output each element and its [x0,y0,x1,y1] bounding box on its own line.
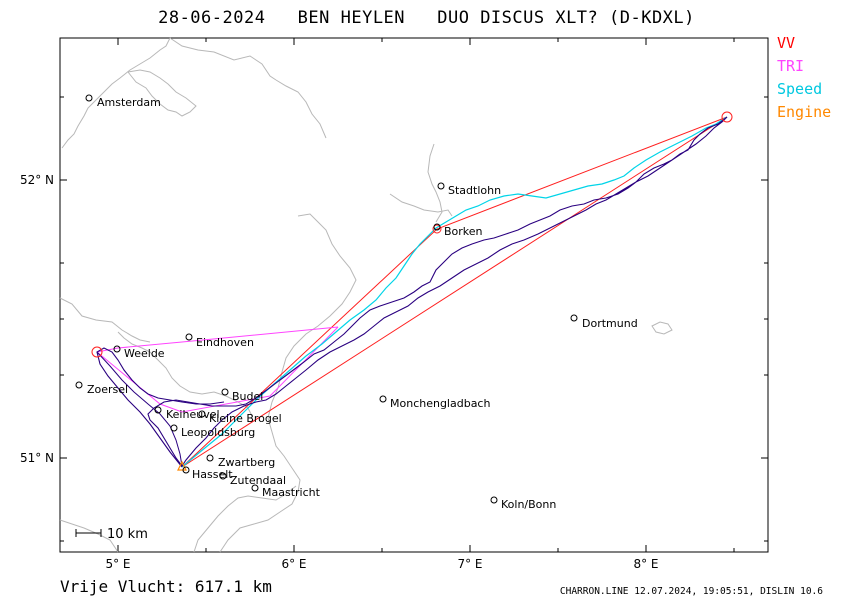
legend-engine: Engine [777,103,832,121]
lon-label-7: 7° E [457,557,482,571]
flight-track [147,116,728,467]
vv-task-triangle [181,116,728,468]
flight-date: 28-06-2024 [158,8,266,28]
city-monchengladbach: Monchengladbach [390,397,490,410]
map-frame [59,37,769,553]
scale-bar-label: 10 km [107,527,148,542]
turnpoint-borken-circle [432,224,442,234]
turnpoint-west-circle [91,346,103,358]
legend-tri: TRI [777,57,805,75]
scale-bar [75,529,102,537]
credit-line: CHARRON.LINE 12.07.2024, 19:05:51, DISLI… [559,586,823,597]
start-triangle-icon [177,460,187,471]
city-labels: Amsterdam Stadtlohn Borken Eindhoven Wee… [87,96,638,511]
distance-readout: Vrije Vlucht: 617.1 km [60,577,272,596]
distance-label: Vrije Vlucht: [60,577,186,596]
city-leopoldsburg: Leopoldsburg [181,426,255,439]
legend-vv: VV [777,34,796,52]
city-zoersel: Zoersel [87,383,128,396]
city-borken: Borken [444,225,483,238]
lon-label-6: 6° E [281,557,306,571]
city-amsterdam: Amsterdam [97,96,161,109]
city-stadtlohn: Stadtlohn [448,184,501,197]
chart-title: 28-06-2024 BEN HEYLEN DUO DISCUS XLT? (D… [0,8,853,28]
lat-label-51: 51° N [20,451,54,465]
flight-track-west-loop [96,347,225,468]
city-weelde: Weelde [124,347,165,360]
city-keiheuvel: Keiheuvel [166,408,220,421]
city-dortmund: Dortmund [582,317,638,330]
legend-speed: Speed [777,80,823,98]
glider-name: DUO DISCUS XLT? (D-KDXL) [437,8,695,28]
flight-track-west-return [96,351,183,467]
city-hasselt: Hasselt [192,468,233,481]
lon-label-8: 8° E [633,557,658,571]
city-kleine-brogel: Kleine Brogel [209,412,282,425]
city-zutendaal: Zutendaal [230,474,286,487]
city-zwartberg: Zwartberg [218,456,275,469]
city-maastricht: Maastricht [262,486,321,499]
lat-label-52: 52° N [20,173,54,187]
city-budel: Budel [232,390,263,403]
distance-value: 617.1 km [194,577,272,596]
frame-ticks [60,38,768,552]
lon-label-5: 5° E [105,557,130,571]
turnpoint-east-circle [721,111,733,123]
city-koln-bonn: Koln/Bonn [501,498,556,511]
city-eindhoven: Eindhoven [196,336,254,349]
city-markers [75,94,578,504]
pilot-name: BEN HEYLEN [297,8,406,28]
speed-track [181,116,728,468]
